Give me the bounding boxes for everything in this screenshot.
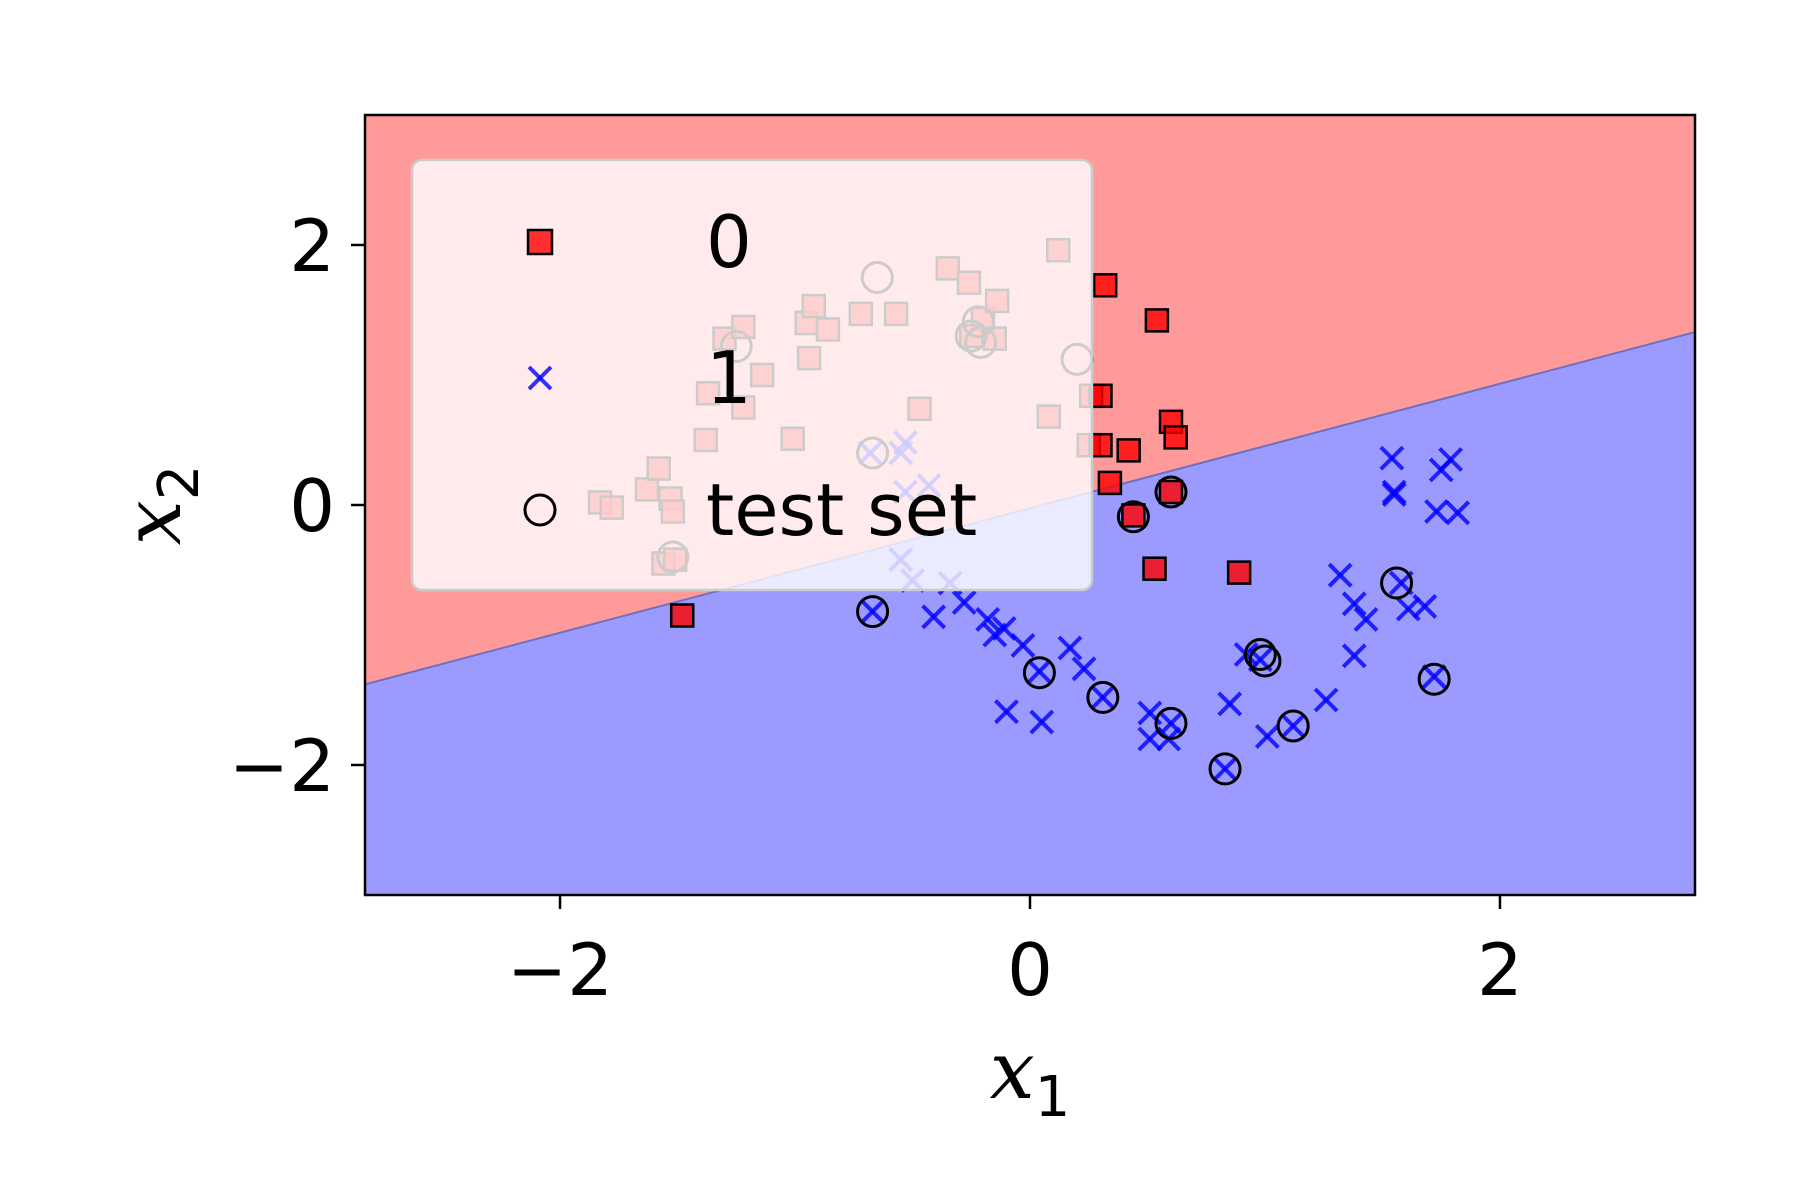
point-class-1 [1381,482,1407,508]
legend-label-class-0: 0 [706,200,752,284]
point-class-1 [1010,632,1036,658]
x-axis-label: x1 [990,1024,1071,1130]
legend-marker-circle [523,493,557,527]
point-class-0 [1097,470,1123,496]
point-class-1 [1071,656,1097,682]
point-class-1 [1438,447,1464,472]
point-class-1 [994,699,1019,725]
point-class-1 [1341,643,1367,669]
point-class-1 [1421,664,1447,690]
point-class-1 [1026,658,1052,684]
x-axis-ticks: −2 0 2 [507,895,1523,1012]
y-axis-label: x2 [106,465,212,546]
point-test-set [1208,752,1242,786]
point-class-1 [975,606,1001,632]
point-test-set [1243,638,1277,671]
y-tick-label: 2 [289,204,335,288]
point-test-set [1116,500,1150,534]
y-axis-label-main: x [106,500,199,545]
x-tick-label: 0 [1007,928,1053,1012]
point-class-1 [951,590,977,615]
point-class-1 [1029,709,1055,735]
point-class-1 [1353,606,1379,632]
point-class-1 [1327,562,1353,588]
point-class-0 [1144,308,1170,333]
point-class-1 [1057,635,1083,661]
y-axis-ticks: −2 0 2 [229,204,365,808]
point-class-1 [1424,499,1449,524]
point-class-1 [1280,713,1306,739]
legend-label-test-set: test set [706,468,977,552]
legend-marker-x [527,365,553,391]
point-class-1 [1412,593,1438,619]
point-class-0 [1092,273,1118,298]
point-test-set [1154,475,1188,509]
point-class-1 [1090,684,1116,710]
legend-label-class-1: 1 [706,336,752,420]
point-test-set [1417,662,1451,696]
point-class-1 [1445,500,1471,526]
point-class-1 [921,604,947,630]
x-tick-label: 2 [1477,928,1523,1012]
y-tick-label: 0 [289,464,335,548]
point-test-set [1380,566,1414,600]
region-class-1 [365,332,1695,895]
point-class-1 [1341,591,1367,617]
legend-frame [410,158,1094,592]
point-class-1 [1212,756,1238,782]
point-test-set [856,595,890,629]
point-class-0 [669,603,695,628]
point-test-set [1154,706,1188,740]
legend-marker-square [526,228,554,256]
y-axis-label-subscript: 2 [147,465,212,501]
x-axis-label-main: x [990,1024,1035,1117]
point-class-1 [860,599,885,625]
point-class-0 [1121,503,1146,528]
point-test-set [1022,656,1056,690]
point-class-0 [1158,479,1184,505]
point-class-0 [1226,560,1252,585]
x-tick-label: −2 [507,928,613,1012]
point-class-1 [1313,687,1339,713]
y-tick-label: −2 [229,724,335,808]
point-class-1 [1158,710,1184,736]
point-class-0 [1163,425,1188,450]
x-axis-label-subscript: 1 [1035,1065,1071,1130]
point-class-0 [1142,556,1167,581]
point-class-1 [1217,691,1243,717]
point-class-1 [1379,445,1405,471]
legend: 0 1 test set [410,158,1094,592]
point-class-0 [1116,438,1141,463]
point-test-set [1248,644,1282,678]
point-test-set [1276,709,1310,743]
point-class-1 [1254,723,1280,749]
point-test-set [1086,680,1120,714]
